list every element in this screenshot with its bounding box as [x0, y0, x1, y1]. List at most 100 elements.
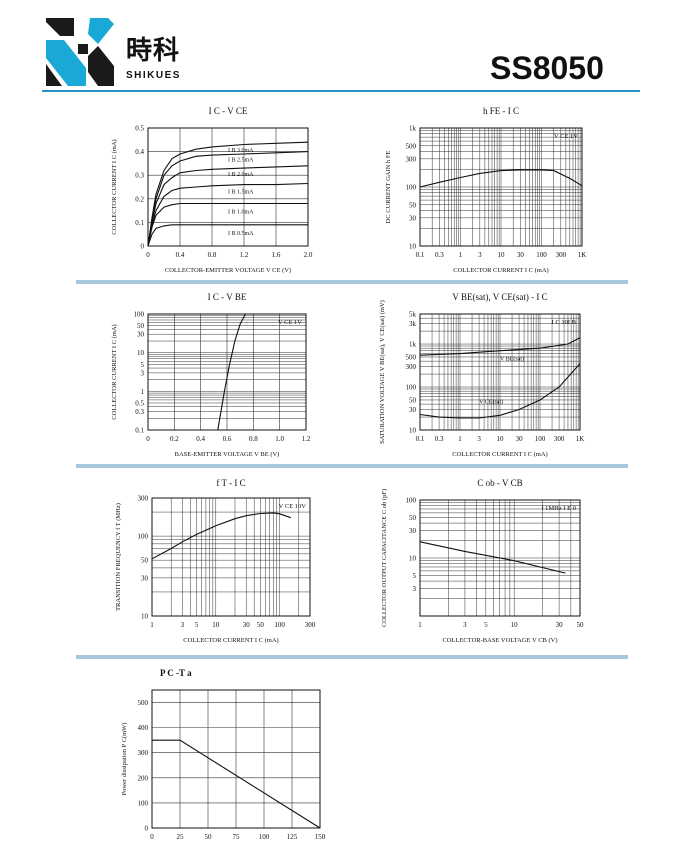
y-tick-label: 0 [141, 243, 145, 251]
series-line [147, 224, 308, 247]
y-tick-label: 100 [138, 533, 149, 541]
series-line [419, 541, 566, 574]
series-line [217, 313, 246, 431]
chart-annotation: f 1MHz I E 0 [541, 505, 576, 512]
x-tick-label: 50 [577, 621, 585, 629]
y-tick-label: 0.3 [135, 408, 144, 416]
y-tick-label: 5k [409, 311, 417, 319]
y-tick-label: 300 [138, 495, 149, 503]
y-axis-label: TRANSITION FREQUENCY f T (MHz) [115, 503, 122, 611]
x-axis-label: COLLECTOR CURRENT I C (mA) [183, 637, 278, 644]
y-tick-label: 500 [406, 142, 417, 150]
x-tick-label: 100 [535, 435, 546, 443]
x-tick-label: 5 [195, 621, 199, 629]
chart-title: I C - V CE [209, 106, 248, 116]
x-tick-label: 0.4 [176, 251, 185, 259]
x-tick-label: 30 [516, 435, 524, 443]
plot-frame [147, 313, 307, 431]
y-tick-label: 10 [137, 349, 145, 357]
series-line [152, 739, 321, 829]
x-tick-label: 0.3 [435, 435, 444, 443]
x-tick-label: 300 [556, 251, 567, 259]
y-axis-label: COLLECTOR CURRENT I C (mA) [111, 324, 118, 419]
y-axis-label: COLLECTOR CURRENT I C (mA) [111, 139, 118, 234]
plot-frame [419, 499, 581, 617]
plot-frame [419, 313, 581, 431]
y-tick-label: 5 [413, 572, 417, 580]
x-tick-label: 3 [463, 621, 467, 629]
y-tick-label: 3k [409, 320, 417, 328]
y-tick-label: 30 [409, 527, 417, 535]
y-tick-label: 0.5 [135, 125, 144, 133]
x-tick-label: 0.4 [196, 435, 205, 443]
x-tick-label: 1 [459, 251, 463, 259]
y-tick-label: 0.2 [135, 195, 144, 203]
plot-frame [147, 127, 309, 247]
y-tick-label: 10 [409, 243, 417, 251]
y-axis-label: SATURATION VOLTAGE V BE(sat), V CE(sat) … [379, 300, 386, 444]
series-label: I B 1.0mA [228, 210, 254, 216]
chart-title: C ob - V CB [477, 478, 522, 488]
series-line [147, 182, 309, 247]
y-tick-label: 500 [138, 699, 149, 707]
series-label: V CE(sat) [479, 398, 503, 405]
series-line [147, 151, 309, 247]
y-tick-label: 0.1 [135, 219, 144, 227]
series-label: I B 3.0mA [228, 148, 254, 154]
chart-ic-vce: 0 0.4 0.8 1.2 1.6 2.0 0 0.1 0.2 0.3 0.4 0.5 I C - V … [111, 106, 313, 274]
y-tick-label: 0 [145, 825, 149, 833]
x-tick-label: 30 [243, 621, 251, 629]
series-label: I B 0.5mA [228, 231, 254, 237]
chart-annotation: V CE 10V [279, 503, 307, 510]
chart-title: V BE(sat), V CE(sat) - I C [452, 292, 547, 302]
y-tick-label: 0.1 [135, 427, 144, 435]
company-name-en: SHIKUES [126, 70, 181, 81]
series-label: V BE(sat) [500, 356, 524, 363]
company-name-cn: 時科 [126, 36, 181, 66]
series-label: I B 2.5mA [228, 158, 254, 164]
x-tick-label: 0.3 [435, 251, 444, 259]
part-number: SS8050 [490, 50, 604, 86]
y-tick-label: 50 [409, 201, 417, 209]
chart-cob-vcb: 1 3 5 10 30 50 3 5 10 30 50 100 C ob - V CB COLLECTOR… [381, 478, 585, 644]
y-tick-label: 1 [141, 388, 145, 396]
y-tick-label: 30 [141, 574, 149, 582]
x-tick-label: 1K [578, 251, 587, 259]
x-tick-label: 10 [511, 621, 518, 629]
series-line [419, 169, 583, 188]
section-separator [76, 655, 628, 659]
section-separator [76, 464, 628, 468]
x-tick-label: 50 [257, 621, 265, 629]
x-tick-label: 1K [576, 435, 585, 443]
y-tick-label: 0.5 [135, 399, 144, 407]
x-tick-label: 2.0 [304, 251, 313, 259]
series-line [419, 363, 581, 419]
x-axis-label: COLLECTOR-BASE VOLTAGE V CB (V) [442, 637, 557, 644]
x-tick-label: 300 [305, 621, 316, 629]
series-line [147, 141, 309, 247]
y-tick-label: 30 [409, 406, 417, 414]
y-tick-label: 50 [409, 514, 417, 522]
y-tick-label: 100 [134, 311, 145, 319]
y-tick-label: 10 [141, 613, 149, 621]
x-tick-label: 1.0 [275, 435, 284, 443]
section-separator [76, 280, 628, 284]
y-tick-label: 10 [409, 427, 417, 435]
x-tick-label: 3 [181, 621, 185, 629]
sk-logo-icon [46, 18, 114, 86]
chart-annotation: I C 10I B [552, 319, 577, 326]
x-tick-label: 1.2 [240, 251, 249, 259]
series-line [151, 512, 291, 560]
series-label: I B 1.5mA [228, 189, 254, 195]
plot-frame [151, 689, 321, 829]
x-tick-label: 1 [458, 435, 462, 443]
x-tick-label: 0 [146, 435, 150, 443]
y-tick-label: 3 [413, 585, 417, 593]
x-axis-label: COLLECTOR CURRENT I C (mA) [453, 267, 548, 274]
x-tick-label: 0.2 [170, 435, 179, 443]
chart-hfe-ic: 0.1 0.3 1 3 10 30 100 300 1K 10 30 50 100 300 500 1k h F… [385, 106, 587, 274]
y-tick-label: 400 [138, 724, 149, 732]
y-tick-label: 1k [409, 125, 417, 133]
y-tick-label: 500 [406, 353, 417, 361]
chart-title: I C - V BE [208, 292, 247, 302]
